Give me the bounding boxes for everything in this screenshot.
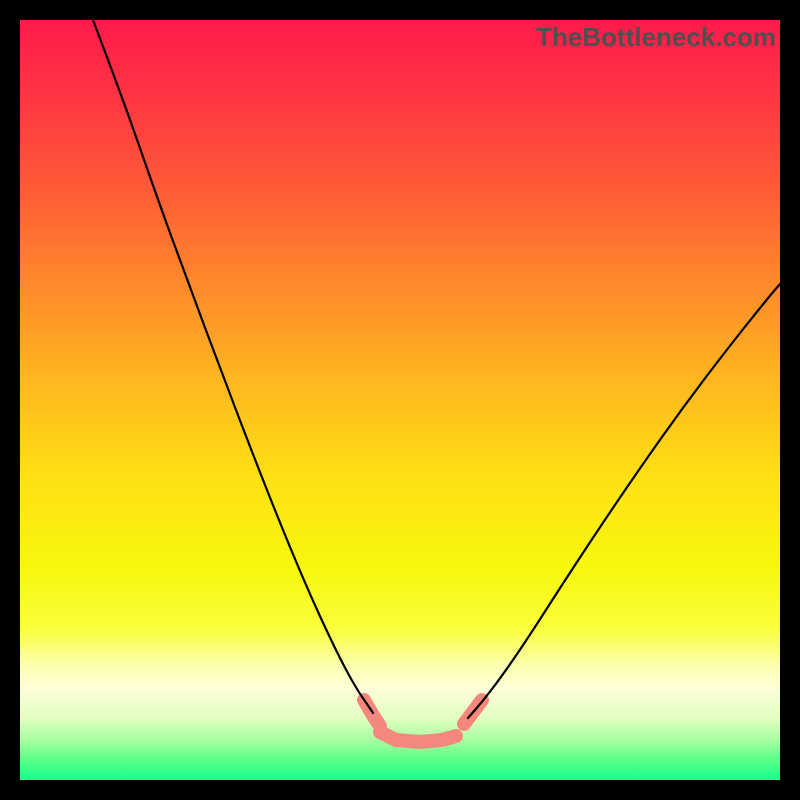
chart-frame: TheBottleneck.com <box>0 0 800 800</box>
plot-area: TheBottleneck.com <box>20 20 780 780</box>
salmon-mark-1 <box>380 732 456 742</box>
curve-left <box>93 20 373 713</box>
watermark-text: TheBottleneck.com <box>536 22 776 53</box>
curve-right <box>468 284 780 718</box>
chart-svg <box>20 20 780 780</box>
